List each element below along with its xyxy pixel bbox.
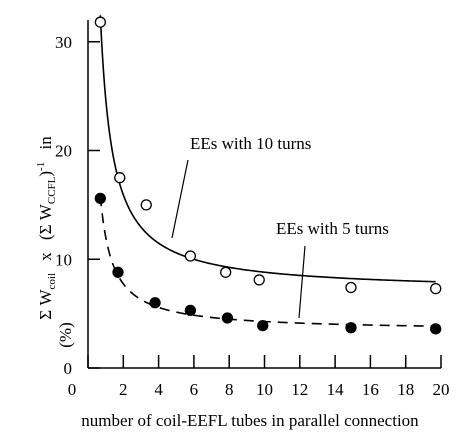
y-tick-label: 30 [55,33,72,52]
x-tick-label: 16 [362,380,379,399]
annotation-10-turns: EEs with 10 turns [190,134,311,153]
y-tick-label: 0 [64,359,73,378]
data-point-series-2 [149,297,161,309]
svg-text:Σ Wcoil x (Σ: Σ Wcoil x (Σ WCCFL)-1 in [29,136,59,320]
data-point-series-1 [140,199,152,211]
y-tick-label: 20 [55,142,72,161]
x-tick-label: 12 [291,380,308,399]
data-point-series-1 [114,172,126,184]
data-point-series-2 [184,304,197,317]
data-point-series-1 [253,274,265,286]
x-tick-label: 2 [119,380,128,399]
data-point-series-1 [184,250,197,262]
series-markers [94,16,442,335]
x-tick-label: 6 [190,380,199,399]
series-line-2 [99,196,436,327]
data-point-series-1 [345,281,357,294]
x-tick-label: 8 [225,380,234,399]
data-point-series-1 [94,16,107,28]
x-axis-title: number of coil-EEFL tubes in parallel co… [81,411,419,430]
data-point-series-1 [220,266,232,278]
annotation-5-turns: EEs with 5 turns [276,219,389,238]
y-tick-label: 10 [55,250,72,269]
data-point-series-2 [221,312,234,324]
data-point-series-1 [430,282,442,295]
x-tick-label: 20 [433,380,450,399]
y-axis-unit: (%) [56,322,75,347]
axes [87,20,442,369]
tick-labels: 0 2 4 6 8 10 12 14 16 18 20 10 20 30 0 [55,33,450,399]
y-axis-title: Σ Wcoil x (Σ WCCFL)-1 in [29,136,59,320]
data-point-series-2 [430,323,442,335]
data-point-series-2 [257,319,269,332]
data-point-series-2 [345,322,357,334]
data-point-series-2 [112,266,124,278]
x-tick-label: 18 [397,380,414,399]
annotation-5-turns-leader [298,245,306,319]
data-point-series-2 [94,192,107,205]
x-tick-label: 4 [154,380,163,399]
x-tick-label: 14 [327,380,345,399]
series-curves [99,15,436,327]
annotation-10-turns-leader [171,159,189,239]
x-tick-label: 0 [68,380,77,399]
x-tick-label: 10 [256,380,273,399]
